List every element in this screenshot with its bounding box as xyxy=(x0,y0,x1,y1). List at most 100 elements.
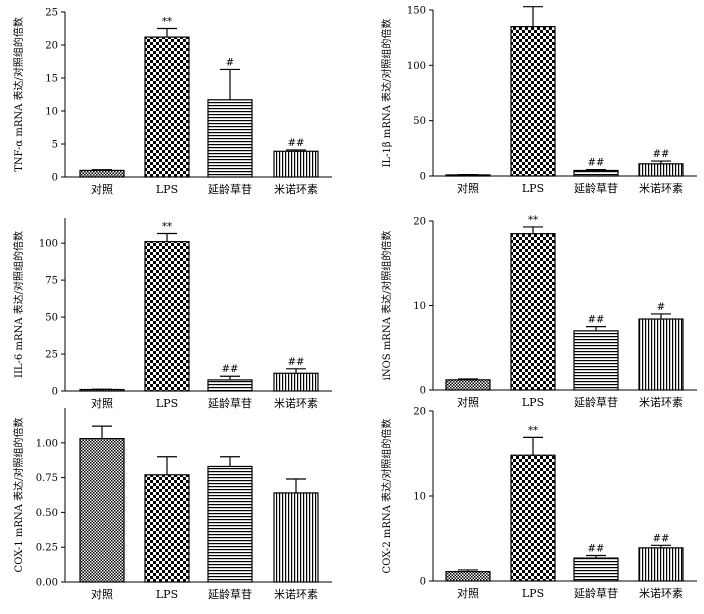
significance-mark: ## xyxy=(653,149,670,160)
y-tick-label: 0.00 xyxy=(36,578,58,589)
category-label: LPS xyxy=(522,396,544,409)
bar-4 xyxy=(273,150,319,178)
category-label: 对照 xyxy=(457,395,479,409)
significance-mark: ## xyxy=(222,364,239,375)
y-tick-label: 0 xyxy=(420,172,426,183)
significance-mark: ** xyxy=(528,0,538,6)
y-tick-label: 20 xyxy=(413,407,426,418)
y-tick-label: 0.25 xyxy=(36,543,58,554)
y-tick-label: 1.00 xyxy=(36,438,58,449)
category-label: 延龄草苷 xyxy=(208,396,252,410)
significance-mark: ## xyxy=(588,544,605,555)
y-tick-label: 10 xyxy=(413,301,426,312)
y-tick-label: 10 xyxy=(45,107,58,118)
category-label: LPS xyxy=(522,587,544,600)
category-label: 米诺环素 xyxy=(274,183,318,196)
y-axis-label: iNOS mRNA 表达/对照组的倍数 xyxy=(380,231,393,381)
y-axis-label: COX-2 mRNA 表达/对照组的倍数 xyxy=(380,419,393,574)
significance-mark: ## xyxy=(588,315,605,326)
y-axis-label: IIL-6 mRNA 表达/对照组的倍数 xyxy=(12,231,25,378)
chart-panel-5: 0.00 0.25 0.50 0.75 1.00 COX-1 mRNA 表达/对照组的倍数… xyxy=(12,408,332,601)
bar-3 xyxy=(207,99,253,178)
y-tick-label: 25 xyxy=(45,350,58,361)
y-tick-label: 150 xyxy=(407,6,426,17)
bar-1 xyxy=(79,438,125,583)
y-tick-label: 5 xyxy=(52,140,58,151)
y-tick-label: 50 xyxy=(45,313,58,324)
category-label: 对照 xyxy=(457,181,479,195)
significance-mark: # xyxy=(226,57,234,68)
bar-3 xyxy=(207,379,253,392)
significance-mark: ## xyxy=(288,357,305,368)
category-label: LPS xyxy=(156,397,178,410)
bar-4 xyxy=(638,318,684,391)
bar-3 xyxy=(573,169,619,177)
y-tick-label: 20 xyxy=(413,217,426,228)
significance-mark: # xyxy=(657,302,665,313)
y-tick-label: 15 xyxy=(45,74,58,85)
category-label: 延龄草苷 xyxy=(574,395,618,409)
significance-mark: ** xyxy=(162,222,172,233)
category-label: 延龄草苷 xyxy=(208,587,252,601)
bar-3 xyxy=(573,557,619,582)
y-tick-label: 50 xyxy=(413,116,426,127)
category-label: 延龄草苷 xyxy=(574,181,618,195)
significance-mark: ## xyxy=(588,158,605,169)
bar-2 xyxy=(510,26,556,177)
bar-1 xyxy=(79,169,125,178)
significance-mark: ## xyxy=(653,533,670,544)
y-axis-label: TNF-α mRNA 表达/对照组的倍数 xyxy=(12,17,25,172)
category-label: LPS xyxy=(522,182,544,195)
significance-mark: ** xyxy=(528,425,538,436)
category-label: 对照 xyxy=(91,182,113,196)
bar-2 xyxy=(144,474,190,583)
bar-2 xyxy=(144,36,190,178)
significance-mark: ** xyxy=(162,17,172,28)
bar-4 xyxy=(638,163,684,177)
category-label: 米诺环素 xyxy=(639,182,683,195)
category-label: 对照 xyxy=(91,587,113,601)
category-label: LPS xyxy=(156,183,178,196)
y-tick-label: 0.75 xyxy=(36,473,58,484)
bar-1 xyxy=(445,379,491,391)
bar-2 xyxy=(510,454,556,582)
significance-mark: ## xyxy=(288,138,305,149)
category-label: 米诺环素 xyxy=(274,397,318,410)
y-tick-label: 0 xyxy=(52,387,58,398)
bar-4 xyxy=(273,492,319,583)
y-tick-label: 10 xyxy=(413,492,426,503)
bar-3 xyxy=(207,465,253,583)
y-tick-label: 0 xyxy=(420,386,426,397)
y-tick-label: 75 xyxy=(45,276,58,287)
bar-1 xyxy=(445,571,491,582)
y-tick-label: 100 xyxy=(39,239,58,250)
category-label: 米诺环素 xyxy=(639,587,683,600)
category-label: 对照 xyxy=(91,396,113,410)
y-axis-label: COX-1 mRNA 表达/对照组的倍数 xyxy=(12,418,25,573)
bar-3 xyxy=(573,330,619,391)
category-label: 延龄草苷 xyxy=(208,182,252,196)
category-label: 米诺环素 xyxy=(274,588,318,601)
y-tick-label: 0.50 xyxy=(36,508,58,519)
y-tick-label: 0 xyxy=(52,173,58,184)
bar-4 xyxy=(273,372,319,392)
bar-4 xyxy=(638,547,684,582)
category-label: 延龄草苷 xyxy=(574,586,618,600)
category-label: LPS xyxy=(156,588,178,601)
bar-2 xyxy=(144,241,190,392)
category-label: 米诺环素 xyxy=(639,396,683,409)
y-tick-label: 20 xyxy=(45,41,58,52)
significance-mark: ** xyxy=(528,215,538,226)
bar-2 xyxy=(510,233,556,391)
category-label: 对照 xyxy=(457,586,479,600)
y-axis-label: IL-1β mRNA 表达/对照组的倍数 xyxy=(380,19,393,168)
y-tick-label: 100 xyxy=(407,61,426,72)
y-tick-label: 25 xyxy=(45,8,58,19)
y-tick-label: 0 xyxy=(420,577,426,588)
